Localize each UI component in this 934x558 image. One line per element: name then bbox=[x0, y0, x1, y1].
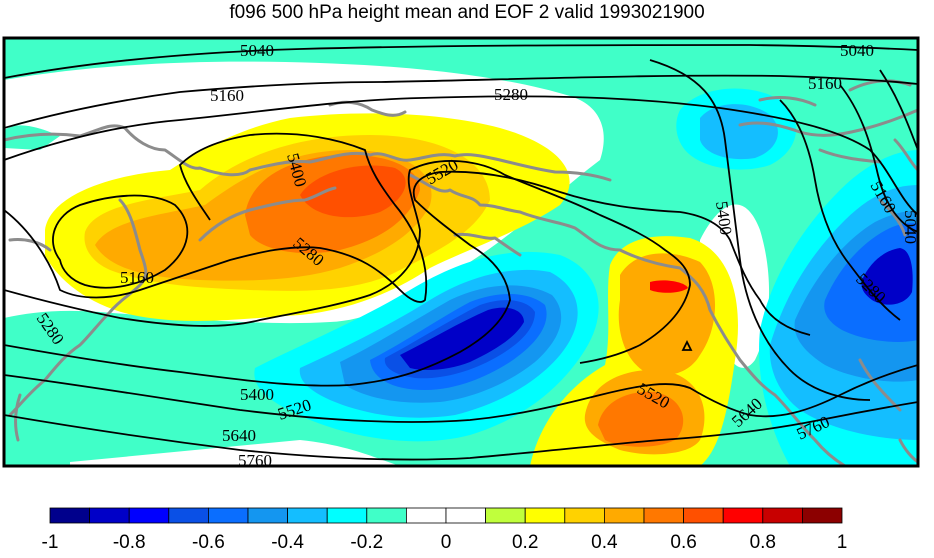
contour-5040-east bbox=[879, 69, 918, 151]
contour-label: 5400 bbox=[712, 200, 736, 236]
colorbar-swatch bbox=[643, 507, 684, 524]
contour-5640 bbox=[4, 364, 918, 423]
colorbar-swatch bbox=[802, 507, 843, 524]
colorbar-swatch bbox=[564, 507, 605, 524]
contour-label: 5160 bbox=[120, 268, 154, 287]
colorbar-tick-label: 0.2 bbox=[511, 532, 539, 553]
coastline-fragment bbox=[8, 238, 52, 252]
contour-label: 5160 bbox=[210, 86, 244, 105]
coastline-inlet bbox=[453, 232, 522, 257]
colorbar-swatch bbox=[445, 507, 486, 524]
colorbar-swatch bbox=[604, 507, 645, 524]
contour-5400-east bbox=[649, 59, 871, 401]
colorbar-swatch bbox=[247, 507, 288, 524]
contour-5280-east bbox=[779, 99, 901, 321]
colorbar-swatch bbox=[405, 507, 447, 524]
map-title: f096 500 hPa height mean and EOF 2 valid… bbox=[229, 2, 705, 23]
colorbar-swatch bbox=[524, 507, 566, 524]
map-frame bbox=[2, 36, 920, 468]
shade-positive-se-0.5 bbox=[598, 391, 684, 447]
colorbar-tick-label: -1 bbox=[41, 532, 59, 553]
contour-label: 5040 bbox=[901, 210, 920, 244]
shade-positive-se-0.4 bbox=[618, 253, 716, 376]
colorbar-swatch bbox=[762, 507, 803, 524]
height-contours bbox=[4, 44, 918, 461]
contour-label: 5400 bbox=[240, 385, 274, 404]
colorbar-swatch bbox=[683, 507, 724, 524]
contour-small-triangle bbox=[681, 339, 693, 351]
contour-5040 bbox=[4, 44, 918, 79]
coastline-east bbox=[408, 173, 847, 466]
colorbar-swatch bbox=[207, 507, 249, 524]
contour-5760 bbox=[4, 401, 918, 461]
colorbar-swatch bbox=[485, 507, 526, 524]
contour-5280-north bbox=[4, 95, 918, 216]
shade-aqua-west bbox=[4, 125, 60, 150]
colorbar bbox=[49, 507, 843, 524]
colorbar-swatch bbox=[128, 507, 170, 524]
colorbar-swatch bbox=[49, 507, 90, 524]
colorbar-swatch bbox=[722, 507, 764, 524]
contour-5160-east bbox=[839, 84, 918, 233]
colorbar-tick-label: 0.8 bbox=[749, 532, 777, 553]
contour-5400 bbox=[4, 160, 691, 364]
contour-label: 5040 bbox=[840, 41, 874, 60]
coastline-ridge bbox=[198, 186, 337, 242]
colorbar-tick-label: -0.6 bbox=[192, 532, 225, 553]
colorbar-swatch bbox=[89, 507, 130, 524]
contour-5160-closed bbox=[52, 194, 189, 289]
colorbar-tick-label: 1 bbox=[836, 532, 848, 553]
colorbar-swatch bbox=[366, 507, 407, 524]
contour-label: 5040 bbox=[240, 41, 274, 60]
contour-5160-north bbox=[4, 74, 918, 129]
contour-label: 5280 bbox=[494, 85, 528, 104]
contour-label: 5640 bbox=[222, 426, 256, 445]
colorbar-tick-label: -0.8 bbox=[112, 532, 146, 553]
colorbar-tick-label: -0.2 bbox=[350, 532, 384, 553]
colorbar-swatch bbox=[326, 507, 368, 524]
shade-white-south bbox=[70, 440, 400, 466]
colorbar-tick-label: 0.4 bbox=[591, 532, 618, 553]
colorbar-tick-label: 0.6 bbox=[670, 532, 697, 553]
colorbar-tick-label: 0 bbox=[440, 532, 452, 553]
contour-5520 bbox=[4, 170, 811, 387]
contour-label: 5160 bbox=[808, 74, 842, 93]
colorbar-swatch bbox=[287, 507, 328, 524]
coastline-islands-east bbox=[858, 138, 918, 464]
shade-negative-e-0.8 bbox=[861, 248, 913, 305]
colorbar-tick-label: -0.4 bbox=[271, 532, 304, 553]
contour-5280-west bbox=[4, 132, 428, 303]
shade-negative-0.8 bbox=[400, 307, 524, 370]
shade-positive-0.6 bbox=[300, 165, 406, 218]
shade-positive-se-0.6 bbox=[650, 280, 688, 293]
colorbar-swatch bbox=[168, 507, 209, 524]
